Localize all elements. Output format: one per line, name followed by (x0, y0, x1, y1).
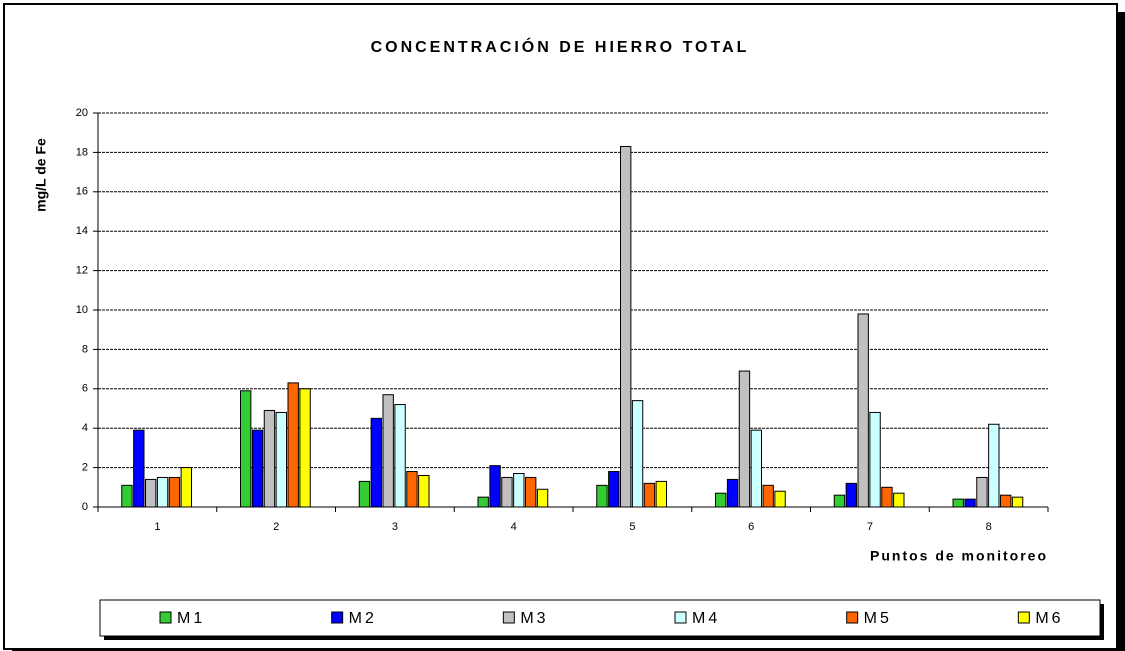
bar (382, 394, 394, 508)
bar (715, 492, 727, 508)
y-tick-label: 4 (82, 422, 88, 434)
bar (418, 474, 430, 508)
bar (738, 370, 751, 508)
x-tick-label: 6 (748, 521, 754, 533)
bar (976, 476, 988, 508)
y-tick-label: 10 (76, 304, 88, 316)
bar (726, 478, 739, 508)
bar (406, 471, 418, 508)
y-tick-label: 18 (76, 146, 88, 158)
bar (168, 476, 181, 508)
y-tick-label: 12 (76, 265, 88, 277)
frame (3, 3, 1118, 650)
bar (655, 480, 667, 508)
legend-label: M2 (349, 610, 377, 627)
bar (240, 390, 252, 508)
legend-swatch (159, 611, 172, 624)
bar (489, 465, 501, 508)
y-tick-label: 2 (82, 462, 88, 474)
y-tick-label: 14 (76, 225, 88, 237)
bar (513, 473, 525, 508)
y-tick-label: 8 (82, 343, 88, 355)
bar (857, 313, 869, 508)
bar (287, 382, 299, 508)
legend-label: M1 (177, 610, 205, 627)
bar (370, 417, 382, 508)
x-tick-label: 1 (154, 521, 160, 533)
bar (525, 476, 537, 508)
bar (620, 145, 632, 508)
bar (869, 411, 881, 508)
bar (275, 411, 287, 508)
y-tick-label: 16 (76, 186, 88, 198)
y-tick-label: 20 (76, 107, 88, 119)
bar (881, 486, 893, 508)
legend-swatch (502, 611, 515, 624)
bar (358, 480, 371, 508)
legend (99, 599, 1101, 637)
legend-label: M3 (520, 610, 548, 627)
bar (156, 476, 169, 508)
x-tick-label: 3 (392, 521, 398, 533)
bar (477, 496, 489, 508)
x-tick-label: 7 (867, 521, 873, 533)
bar (608, 471, 620, 508)
bar (180, 467, 192, 508)
bar (964, 498, 976, 508)
legend-label: M4 (692, 610, 720, 627)
x-axis-title: Puntos de monitoreo (870, 548, 1048, 564)
legend-swatch (846, 611, 859, 624)
bar (299, 388, 311, 508)
bar (263, 409, 276, 508)
bar (893, 492, 905, 508)
bar (596, 484, 608, 508)
y-tick-label: 6 (82, 383, 88, 395)
bar (1000, 494, 1012, 508)
x-tick-label: 2 (273, 521, 279, 533)
legend-swatch (674, 611, 687, 624)
bar (845, 482, 857, 508)
bar (133, 429, 145, 508)
bar (833, 494, 846, 508)
legend-swatch (331, 611, 344, 624)
bar (952, 498, 964, 508)
legend-label: M6 (1035, 610, 1063, 627)
bar (988, 423, 1000, 508)
bar (121, 484, 133, 508)
bar (631, 400, 644, 508)
bar (501, 476, 513, 508)
bar (762, 484, 774, 508)
y-axis-title: mg/L de Fe (33, 138, 49, 212)
bar (1011, 496, 1024, 508)
bar (643, 482, 656, 508)
x-tick-label: 5 (629, 521, 635, 533)
bar (394, 404, 406, 508)
bar (536, 488, 549, 508)
x-tick-label: 8 (986, 521, 992, 533)
chart-title: CONCENTRACIÓN DE HIERRO TOTAL (371, 37, 750, 56)
bar (145, 478, 157, 508)
x-tick-label: 4 (511, 521, 517, 533)
legend-swatch (1017, 611, 1030, 624)
bar (251, 429, 264, 508)
legend-label: M5 (864, 610, 892, 627)
bar (774, 490, 786, 508)
y-tick-label: 0 (82, 501, 88, 513)
bar (750, 429, 762, 508)
